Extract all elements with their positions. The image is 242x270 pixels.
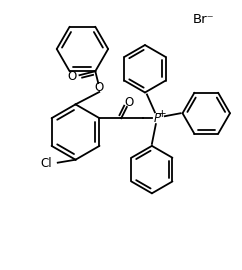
Text: Cl: Cl [40, 157, 52, 170]
Text: O: O [125, 96, 134, 109]
Text: Br⁻: Br⁻ [193, 13, 215, 26]
Text: +: + [159, 109, 167, 119]
Text: O: O [95, 80, 104, 94]
Text: P: P [153, 112, 160, 125]
Text: O: O [67, 70, 76, 83]
